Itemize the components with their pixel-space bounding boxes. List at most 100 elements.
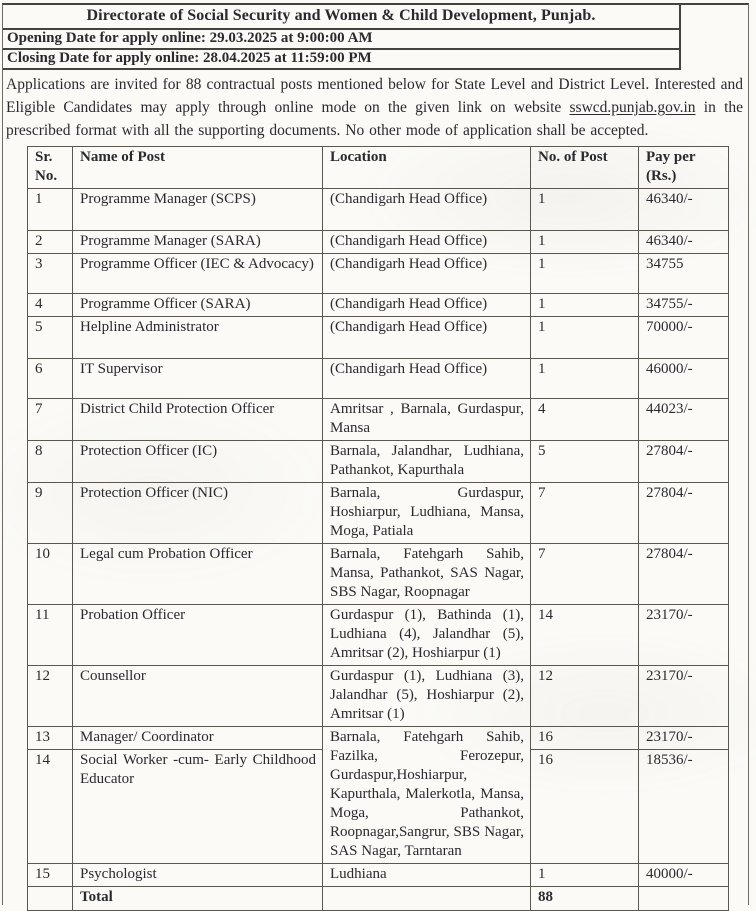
table-row: 15 Psychologist Ludhiana 1 40000/-: [27, 863, 729, 887]
cell-location: Amritsar , Barnala, Gurdaspur, Mansa: [322, 398, 531, 441]
cell-location: (Chandigarh Head Office): [322, 293, 531, 317]
table-row: 14 Social Worker -cum- Early Childhood Ed…: [27, 749, 729, 864]
cell-posts: 1: [530, 188, 639, 231]
cell-posts: 14: [530, 604, 639, 666]
cell-posts: 7: [530, 543, 639, 605]
cell-sr-no: [27, 886, 73, 911]
opening-date-text: Opening Date for apply online: 29.03.202…: [7, 30, 373, 46]
cell-posts: 1: [530, 293, 639, 317]
opening-date-row: Opening Date for apply online: 29.03.202…: [3, 30, 681, 50]
cell-sr-no: 10: [27, 543, 73, 605]
cell-location: Barnala, Jalandhar, Ludhiana, Pathankot,…: [322, 440, 531, 483]
cell-pay: 23170/-: [638, 665, 729, 727]
cell-name: Programme Manager (SCPS): [72, 188, 323, 231]
cell-location: (Chandigarh Head Office): [322, 358, 531, 399]
cell-name: District Child Protection Officer: [72, 398, 323, 441]
table-row: 6 IT Supervisor (Chandigarh Head Office) 1 4…: [27, 358, 729, 399]
cell-pay: 27804/-: [638, 482, 729, 544]
cell-name: Social Worker -cum- Early Childhood Educ…: [72, 749, 323, 864]
cell-name: Protection Officer (IC): [72, 440, 323, 483]
cell-sr-no: 1: [27, 188, 73, 231]
table-row: 3 Programme Officer (IEC & Advocacy) (Chan…: [27, 253, 729, 294]
cell-name: Programme Manager (SARA): [72, 230, 323, 254]
cell-posts: 88: [530, 886, 639, 911]
cell-sr-no: 11: [27, 604, 73, 666]
posts-table: Sr. No. Name of Post Location No. of Pos…: [27, 146, 729, 911]
cell-location: (Chandigarh Head Office): [322, 230, 531, 254]
cell-location: Ludhiana: [322, 863, 531, 887]
header-location: Location: [322, 146, 531, 189]
table-header-row: Sr. No. Name of Post Location No. of Pos…: [27, 146, 729, 189]
cell-name: Legal cum Probation Officer: [72, 543, 323, 605]
cell-posts: 5: [530, 440, 639, 483]
table-row: 13 Manager/ Coordinator Barnala, Fatehgarh…: [27, 725, 729, 864]
cell-location: Barnala, Gurdaspur, Hoshiarpur, Ludhiana…: [322, 482, 531, 544]
cell-pay: 40000/-: [638, 863, 729, 887]
cell-posts: 16: [530, 725, 639, 751]
table-row: 1 Programme Manager (SCPS) (Chandigarh Hea…: [27, 188, 729, 231]
intro-paragraph: Applications are invited for 88 contract…: [6, 73, 743, 142]
cell-name: Programme Officer (SARA): [72, 293, 323, 317]
cell-pay: 34755/-: [638, 293, 729, 317]
cell-pay: [638, 886, 729, 911]
header-name-of-post: Name of Post: [72, 146, 323, 189]
cell-sr-no: 5: [27, 316, 73, 359]
cell-pay: 46000/-: [638, 358, 729, 399]
cell-name: Programme Officer (IEC & Advocacy): [72, 253, 323, 294]
cell-location: Gurdaspur (1), Bathinda (1), Ludhiana (4…: [322, 604, 531, 666]
cell-name: Manager/ Coordinator: [72, 725, 323, 751]
table-row: 5 Helpline Administrator (Chandigarh Head …: [27, 316, 729, 359]
website-link: sswcd.punjab.gov.in: [569, 99, 696, 116]
table-row: 8 Protection Officer (IC) Barnala, Jalandh…: [27, 440, 729, 483]
cell-posts: 16: [530, 749, 639, 864]
cell-posts: 1: [530, 316, 639, 359]
cell-location: (Chandigarh Head Office): [322, 253, 531, 294]
table-row: 10 Legal cum Probation Officer Barnala, Fa…: [27, 543, 729, 605]
cell-pay: 46340/-: [638, 188, 729, 231]
cell-location: Barnala, Fatehgarh Sahib, Fazilka, Feroz…: [322, 726, 531, 864]
cell-pay: 34755: [638, 253, 729, 294]
cell-sr-no: 13: [27, 725, 73, 751]
table-row: 4 Programme Officer (SARA) (Chandigarh Hea…: [27, 293, 729, 317]
cell-name: Protection Officer (NIC): [72, 482, 323, 544]
document-page: Directorate of Social Security and Women…: [2, 3, 749, 911]
cell-location: Gurdaspur (1), Ludhiana (3), Jalandhar (…: [322, 665, 531, 727]
table-total-row: Total 88: [27, 886, 729, 911]
cell-sr-no: 3: [27, 253, 73, 294]
cell-posts: 1: [530, 253, 639, 294]
document-title: Directorate of Social Security and Women…: [86, 7, 596, 24]
cell-sr-no: 2: [27, 230, 73, 254]
cell-location: [322, 886, 531, 911]
intro-text-before: Applications are invited for 88 contract…: [6, 76, 743, 116]
cell-sr-no: 8: [27, 440, 73, 483]
closing-date-row: Closing Date for apply online: 28.04.202…: [3, 50, 681, 70]
cell-location: (Chandigarh Head Office): [322, 188, 531, 231]
cell-location: (Chandigarh Head Office): [322, 316, 531, 359]
cell-pay: 23170/-: [638, 604, 729, 666]
cell-posts: 1: [530, 230, 639, 254]
header-no-of-post: No. of Post: [530, 146, 639, 189]
cell-sr-no: 14: [27, 749, 73, 864]
posts-table-body: 1 Programme Manager (SCPS) (Chandigarh Hea…: [27, 188, 729, 911]
table-row: 7 District Child Protection Officer Amrits…: [27, 398, 729, 441]
cell-pay: 27804/-: [638, 543, 729, 605]
cell-posts: 1: [530, 863, 639, 887]
cell-sr-no: 9: [27, 482, 73, 544]
cell-location: Barnala, Fatehgarh Sahib, Mansa, Pathank…: [322, 543, 531, 605]
cell-sr-no: 12: [27, 665, 73, 727]
intro-text-after: in the prescribed format with all the su…: [6, 99, 744, 139]
table-row: 12 Counsellor Gurdaspur (1), Ludhiana (3),…: [27, 665, 729, 727]
cell-posts: 12: [530, 665, 639, 727]
header-sr-no: Sr. No.: [27, 146, 73, 189]
cell-sr-no: 4: [27, 293, 73, 317]
cell-posts: 1: [530, 358, 639, 399]
cell-name: Helpline Administrator: [72, 316, 323, 359]
table-row: 9 Protection Officer (NIC) Barnala, Gurdas…: [27, 482, 729, 544]
cell-sr-no: 15: [27, 863, 73, 887]
cell-name: Psychologist: [72, 863, 323, 887]
cell-pay: 23170/-: [638, 725, 729, 751]
cell-posts: 7: [530, 482, 639, 544]
cell-pay: 46340/-: [638, 230, 729, 254]
table-row: 11 Probation Officer Gurdaspur (1), Bathin…: [27, 604, 729, 666]
cell-name: Probation Officer: [72, 604, 323, 666]
